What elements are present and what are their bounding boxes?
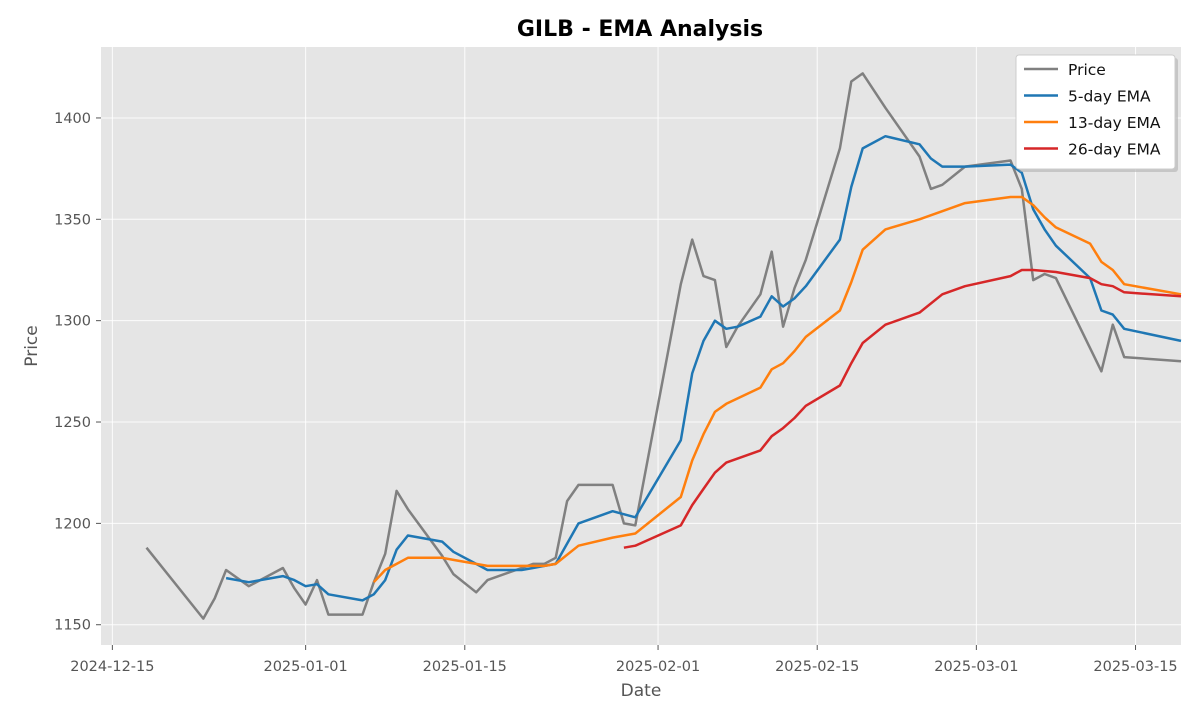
- y-tick-label: 1200: [54, 516, 91, 532]
- series-line-price: [145, 72, 1182, 620]
- series-line-26-day-ema: [623, 268, 1182, 549]
- grid-lines: [101, 47, 1181, 645]
- x-tick-label: 2025-03-15: [1093, 659, 1177, 675]
- legend-entry-label: 13-day EMA: [1068, 114, 1161, 132]
- x-tick-label: 2025-02-15: [775, 659, 859, 675]
- x-tick-label: 2024-12-15: [70, 659, 154, 675]
- x-axis-label: Date: [621, 681, 662, 701]
- y-tick-label: 1350: [54, 212, 91, 228]
- chart-title: GILB - EMA Analysis: [517, 17, 763, 42]
- y-tick-label: 1250: [54, 415, 91, 431]
- plot-area: [101, 47, 1181, 645]
- legend-entry-label: 5-day EMA: [1068, 88, 1151, 106]
- series-layer: [145, 72, 1182, 620]
- y-axis-ticks: 1150 1200 1250 1300 1350 1400: [54, 111, 101, 634]
- y-axis-label: Price: [22, 325, 42, 366]
- x-tick-label: 2025-03-01: [934, 659, 1018, 675]
- y-tick-label: 1150: [54, 618, 91, 634]
- legend-entry-label: Price: [1068, 61, 1106, 79]
- series-line-5-day-ema: [225, 134, 1182, 602]
- x-tick-label: 2025-01-15: [423, 659, 507, 675]
- legend-entry-label: 26-day EMA: [1068, 141, 1161, 159]
- x-tick-label: 2025-02-01: [616, 659, 700, 675]
- series-line-13-day-ema: [372, 195, 1182, 584]
- x-axis-ticks: 2024-12-15 2025-01-01 2025-01-15 2025-02-01…: [70, 645, 1178, 675]
- legend: Price 5-day EMA 13-day EMA 26-day EMA: [1015, 54, 1178, 172]
- y-tick-label: 1300: [54, 314, 91, 330]
- y-tick-label: 1400: [54, 111, 91, 127]
- x-tick-label: 2025-01-01: [263, 659, 347, 675]
- legend-box: [1015, 54, 1176, 170]
